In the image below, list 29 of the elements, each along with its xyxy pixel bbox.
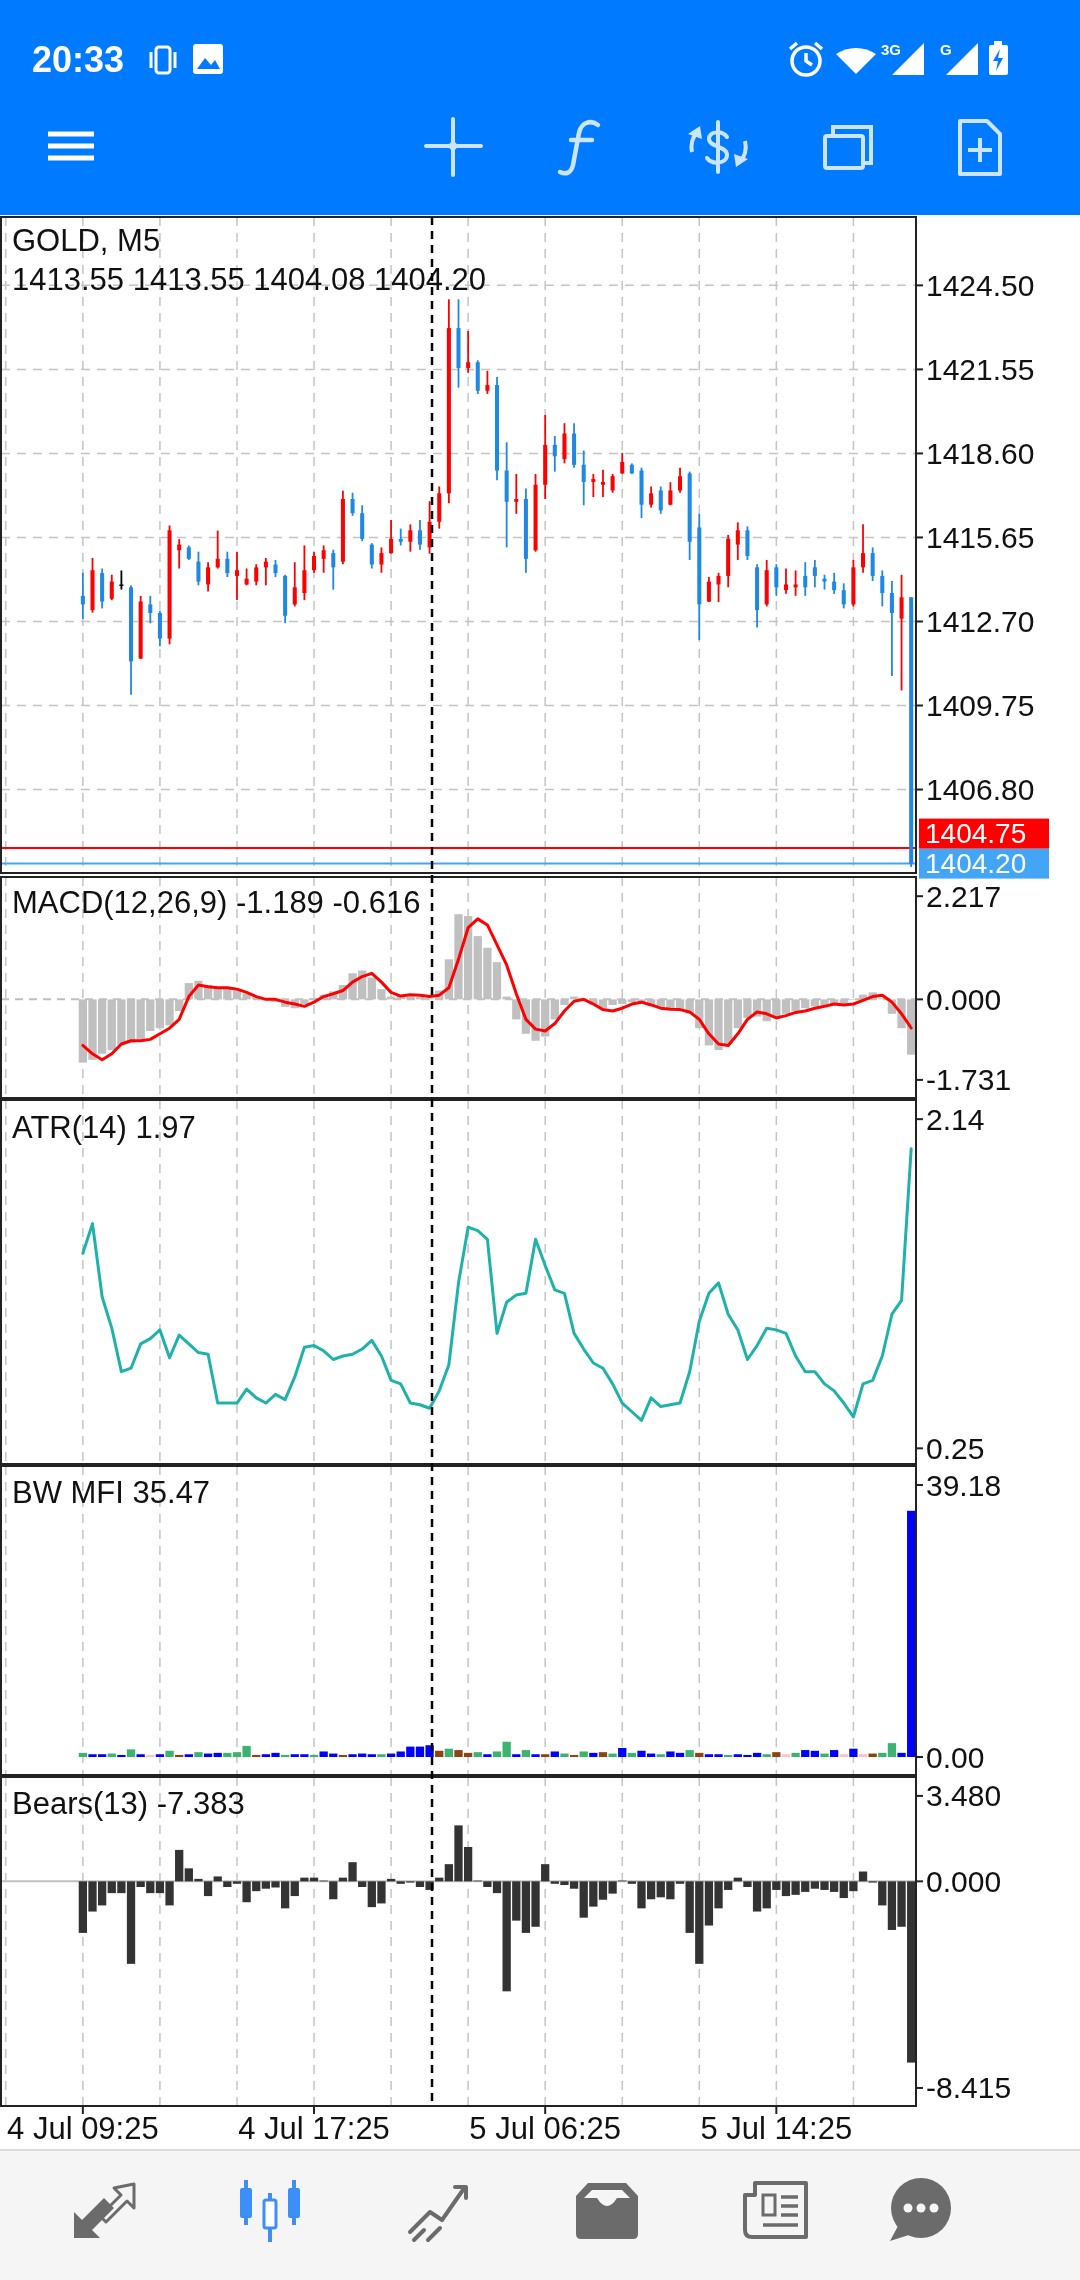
text: 20:33	[32, 39, 125, 80]
x-tick-label: 5 Jul 14:25	[700, 2110, 853, 2146]
x-tick-label: 5 Jul 06:25	[469, 2110, 622, 2146]
x-tick-label: 4 Jul 17:25	[238, 2110, 390, 2146]
text: 1413.55 1413.55 1404.08 1404.20	[12, 262, 487, 297]
y-tick-label: 0.000	[926, 1864, 1002, 1898]
y-tick-label: 0.25	[926, 1431, 985, 1465]
text: G	[940, 41, 952, 58]
y-tick-label: 0.00	[926, 1740, 985, 1774]
ref-line-label: 1404.75	[925, 818, 1027, 850]
y-tick-label: 2.14	[926, 1102, 985, 1136]
y-tick-label: 1412.70	[926, 604, 1035, 638]
y-tick-label: 3.480	[926, 1779, 1002, 1813]
y-tick-label: 1418.60	[926, 436, 1035, 470]
ref-line-label: 1404.20	[925, 848, 1027, 880]
y-tick-label: -8.415	[926, 2071, 1012, 2105]
chart-title: Bears(13) -7.383	[12, 1786, 245, 1821]
y-tick-label: -1.731	[926, 1063, 1012, 1097]
y-tick-label: 1406.80	[926, 773, 1035, 807]
y-tick-label: 1421.55	[926, 352, 1035, 386]
y-tick-label: 1424.50	[926, 268, 1035, 302]
y-tick-label: 1409.75	[926, 689, 1035, 723]
x-tick-label: 4 Jul 09:25	[7, 2110, 159, 2146]
y-tick-label: 39.18	[926, 1468, 1002, 1502]
text: 3G	[881, 41, 902, 58]
y-tick-label: 1415.65	[926, 520, 1035, 554]
chart-title: GOLD, M5	[12, 223, 161, 258]
chart-title: ATR(14) 1.97	[12, 1110, 196, 1145]
chart-title: BW MFI 35.47	[12, 1475, 211, 1510]
